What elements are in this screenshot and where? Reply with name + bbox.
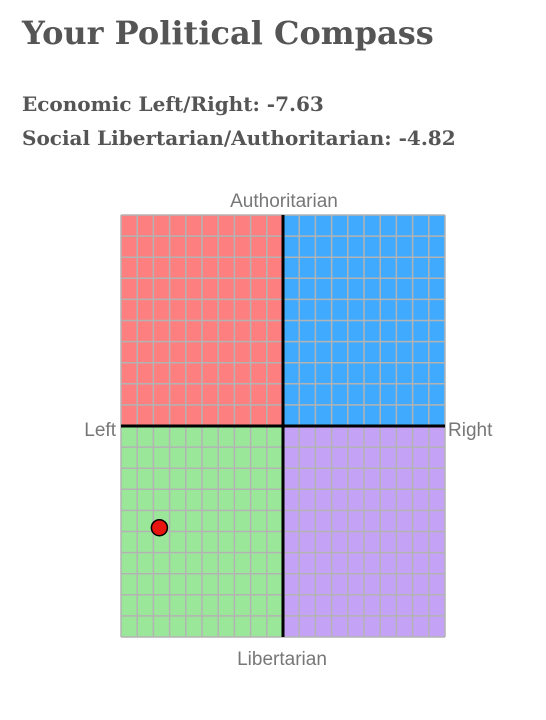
axis-label-right: Right [448,420,493,441]
axes [121,215,445,637]
page-title: Your Political Compass [22,14,434,52]
axis-label-libertarian: Libertarian [237,649,327,670]
social-score: Social Libertarian/Authoritarian: -4.82 [22,126,456,150]
axis-label-left: Left [84,420,116,441]
position-marker [150,518,169,537]
axis-label-authoritarian: Authoritarian [230,191,338,212]
economic-score: Economic Left/Right: -7.63 [22,92,324,116]
